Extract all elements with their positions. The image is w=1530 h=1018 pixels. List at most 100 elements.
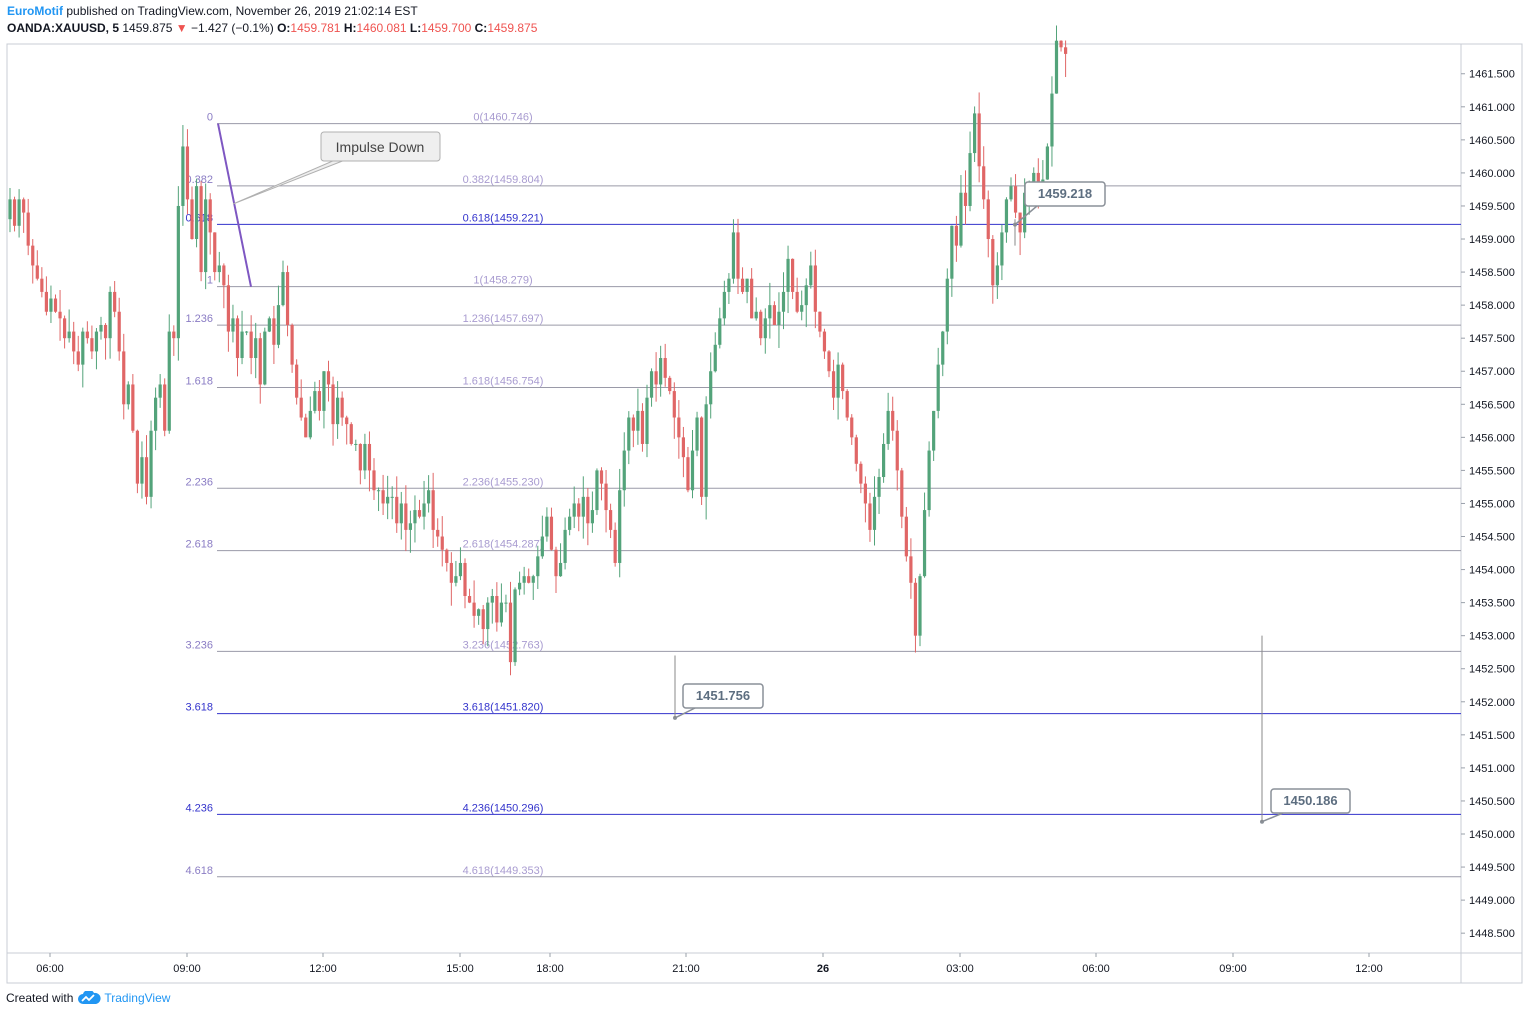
candle-body <box>349 424 353 444</box>
candle-body <box>76 351 80 365</box>
candle-body <box>272 318 276 345</box>
candle-body <box>176 205 180 339</box>
candle-body <box>17 199 21 226</box>
candle-body <box>872 496 877 530</box>
candle-body <box>94 331 99 352</box>
candle-body <box>554 549 558 577</box>
candle-body <box>882 443 886 478</box>
candle-body <box>1013 186 1018 213</box>
candle-body <box>85 331 89 339</box>
price-chart[interactable]: 1461.500 1461.000 1460.500 1460.000 1459.500… <box>0 0 1530 990</box>
publish-line: EuroMotif published on TradingView.com, … <box>7 3 537 20</box>
candle-body <box>686 457 690 491</box>
candle-body <box>222 265 226 286</box>
candle-body <box>813 265 817 312</box>
fib-price-label: 4.236(1450.296) <box>463 802 544 814</box>
candle-body <box>863 483 867 504</box>
candle-body <box>845 391 849 418</box>
candle-body <box>768 305 772 319</box>
tradingview-brand-link[interactable]: TradingView <box>104 991 171 1005</box>
candle-body <box>490 596 494 603</box>
y-tick-label: 1454.000 <box>1469 565 1515 577</box>
y-tick-label: 1459.500 <box>1469 201 1515 213</box>
candle-body <box>149 430 153 497</box>
callout-price: 1451.756 <box>696 688 750 703</box>
candle-body <box>408 523 412 530</box>
y-tick-label: 1457.000 <box>1469 366 1515 378</box>
y-tick-label: 1456.500 <box>1469 399 1515 411</box>
y-tick-label: 1455.500 <box>1469 465 1515 477</box>
y-tick-label: 1452.500 <box>1469 664 1515 676</box>
candle-body <box>518 582 522 590</box>
candle-body <box>927 450 931 511</box>
candle-body <box>841 364 845 392</box>
publish-info: published on TradingView.com, November 2… <box>66 4 418 18</box>
symbol-name[interactable]: OANDA:XAUUSD, 5 <box>7 21 120 35</box>
candle-body <box>568 516 572 530</box>
callout-price: 1450.186 <box>1283 793 1337 808</box>
candle-body <box>800 305 804 312</box>
candle-body <box>249 331 253 359</box>
candle-body <box>458 562 463 577</box>
candle-body <box>995 265 999 286</box>
close-label: C: <box>474 21 488 35</box>
candle-body <box>427 490 431 504</box>
x-tick-label: 18:00 <box>536 963 564 975</box>
candle-body <box>540 536 544 557</box>
fib-price-label: 1.618(1456.754) <box>463 376 544 388</box>
candle-body <box>645 397 649 444</box>
candle-body <box>859 463 863 484</box>
candle-body <box>613 529 617 563</box>
candle-body <box>213 232 217 273</box>
x-tick-label: 12:00 <box>1355 963 1383 975</box>
candle-body <box>440 536 444 550</box>
candle-body <box>317 391 321 411</box>
callout-box <box>1270 788 1351 814</box>
candle-body <box>1054 40 1059 94</box>
open-label: O: <box>277 21 291 35</box>
candle-body <box>936 364 940 411</box>
candle-body <box>795 291 799 312</box>
candle-body <box>522 576 526 583</box>
candle-body <box>499 602 503 623</box>
close-value: 1459.875 <box>487 21 538 35</box>
change-arrow-icon: ▼ <box>175 21 188 35</box>
x-tick-label: 06:00 <box>36 963 64 975</box>
candle-body <box>727 278 731 292</box>
candle-body <box>354 443 358 445</box>
candle-body <box>709 371 713 405</box>
author-link[interactable]: EuroMotif <box>7 4 63 18</box>
candle-body <box>26 212 30 246</box>
candle-body <box>372 470 376 491</box>
candle-body <box>831 371 836 398</box>
candle-body <box>103 324 108 339</box>
candle-body <box>982 166 986 200</box>
candle-body <box>677 417 681 438</box>
candle-body <box>904 516 908 557</box>
candle-body <box>163 384 167 431</box>
candle-body <box>604 483 608 511</box>
candle-body <box>172 331 176 339</box>
fib-ratio-label: 3.618 <box>185 702 213 714</box>
candle-body <box>336 397 340 425</box>
y-tick-label: 1455.000 <box>1469 498 1515 510</box>
candle-body <box>563 529 567 563</box>
candle-body <box>194 186 199 240</box>
chart-frame <box>6 43 1523 984</box>
candle-body <box>276 305 281 345</box>
candle-body <box>204 199 208 273</box>
candle-body <box>622 450 626 491</box>
candle-body <box>922 510 927 577</box>
candle-body <box>877 477 881 497</box>
candle-body <box>454 576 458 583</box>
callout-pointer <box>674 707 696 719</box>
candle-body <box>117 311 121 352</box>
candle-body <box>545 516 549 537</box>
candle-body <box>1004 199 1009 233</box>
candle-body <box>886 410 890 444</box>
candle-body <box>326 371 331 385</box>
candle-body <box>467 596 472 603</box>
candle-body <box>963 192 968 206</box>
candle-body <box>22 199 26 213</box>
candle-body <box>58 311 62 319</box>
